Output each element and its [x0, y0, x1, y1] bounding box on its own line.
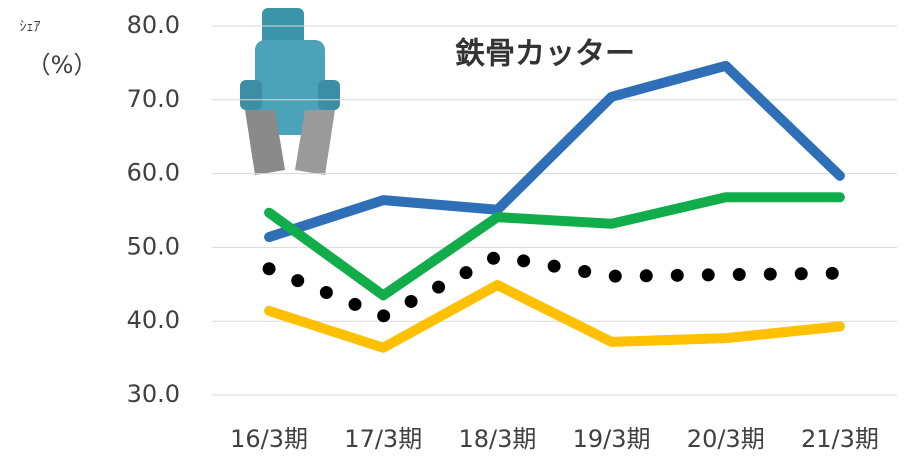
y-tick-label: 40.0 [127, 306, 180, 334]
x-tick-label: 21/3期 [801, 425, 879, 453]
chart: 鉄骨カッター ｼｪｱ （%） 30.0 40.0 50.0 60.0 70.0 80.0 1… [0, 0, 906, 459]
y-tick-label: 80.0 [127, 11, 180, 39]
cutter-illustration [240, 8, 340, 175]
x-tick-label: 19/3期 [573, 425, 651, 453]
series-line [269, 285, 840, 348]
x-tick-label: 16/3期 [230, 425, 308, 453]
chart-title: 鉄骨カッター [455, 37, 635, 72]
x-tick-label: 20/3期 [687, 425, 765, 453]
x-tick-label: 18/3期 [458, 425, 536, 453]
y-axis-label: ｼｪｱ [20, 19, 41, 35]
y-axis-label: （%） [27, 51, 98, 79]
x-tick-label: 17/3期 [344, 425, 422, 453]
y-tick-label: 30.0 [127, 380, 180, 408]
series-line [269, 256, 840, 316]
series-line [269, 66, 840, 237]
y-tick-label: 50.0 [127, 232, 180, 260]
y-tick-label: 60.0 [127, 159, 180, 187]
y-tick-label: 70.0 [127, 85, 180, 113]
